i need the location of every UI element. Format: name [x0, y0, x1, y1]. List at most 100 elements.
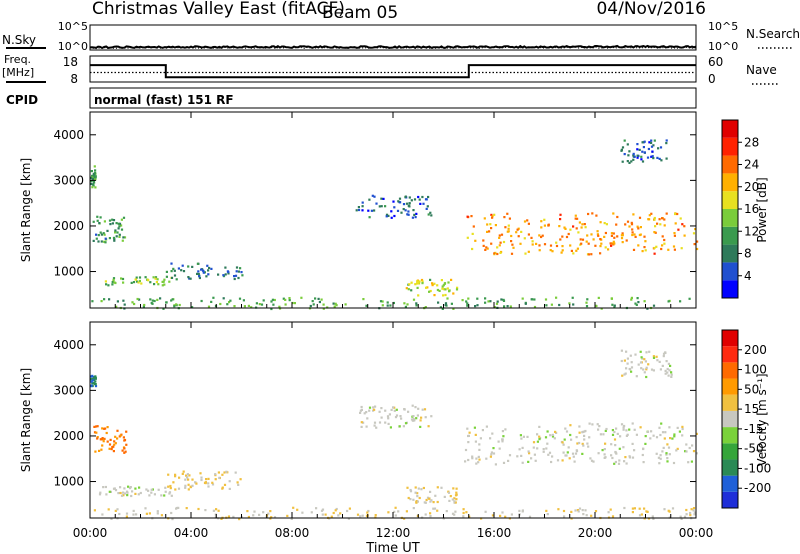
power-cell [496, 246, 499, 249]
power-cell [493, 213, 496, 216]
power-cell [393, 214, 396, 218]
velocity-cell [658, 360, 661, 363]
power-cell [370, 209, 373, 212]
velocity-cell [453, 513, 456, 516]
power-cell [144, 276, 147, 279]
power-cell [93, 181, 96, 184]
power-cell [103, 240, 106, 243]
power-cell [170, 270, 173, 273]
velocity-cell [663, 508, 666, 511]
velocity-colorbar-swatch [722, 394, 738, 411]
power-cell [581, 223, 584, 226]
power-cell [95, 237, 98, 240]
power-cell [379, 300, 383, 303]
power-cell [385, 215, 388, 218]
time-tick-label: 04:00 [174, 526, 209, 540]
velocity-colorbar-swatch [722, 410, 738, 428]
velocity-panel-frame [89, 321, 697, 519]
power-cell [461, 299, 464, 302]
power-cell [616, 235, 619, 238]
velocity-cell [292, 506, 295, 509]
velocity-cell [387, 422, 390, 425]
power-cell [418, 280, 421, 283]
power-colorbar-label: 8 [744, 247, 752, 261]
velocity-cell [400, 417, 403, 420]
velocity-cell [443, 495, 446, 498]
power-cell [229, 299, 232, 302]
velocity-cell [569, 424, 572, 427]
velocity-cell [667, 446, 671, 449]
power-cell [544, 298, 548, 301]
power-cell [284, 298, 287, 301]
power-cell [115, 235, 118, 238]
velocity-cell [207, 482, 210, 485]
power-colorbar-label: 28 [744, 135, 759, 149]
velocity-cell [366, 511, 369, 514]
power-cell [493, 306, 497, 309]
power-cell [660, 159, 663, 162]
power-cell [543, 224, 546, 227]
power-cell [103, 298, 106, 301]
power-cell [636, 148, 639, 151]
velocity-cell [519, 434, 522, 437]
velocity-cell [286, 514, 289, 517]
velocity-cell [267, 512, 270, 515]
power-cell [643, 300, 646, 303]
power-cell [104, 241, 107, 244]
velocity-cell [532, 441, 536, 444]
power-cell [441, 285, 444, 288]
velocity-cell [692, 509, 695, 512]
velocity-cell [501, 511, 504, 514]
power-cell [91, 186, 94, 189]
velocity-cell [411, 419, 414, 422]
velocity-cell [547, 453, 550, 456]
velocity-cell [388, 413, 391, 416]
power-cell [410, 281, 413, 284]
velocity-cell [409, 488, 412, 492]
velocity-cell [501, 440, 504, 443]
power-cell [322, 307, 325, 310]
velocity-cell [467, 441, 470, 444]
power-cell [447, 281, 450, 284]
velocity-cell [101, 513, 104, 516]
velocity-cell [138, 486, 141, 489]
power-cell [385, 213, 389, 216]
power-cell [151, 299, 154, 302]
velocity-cell [123, 447, 126, 450]
velocity-cell [527, 460, 530, 463]
velocity-cell [156, 510, 159, 513]
power-cell [600, 242, 603, 245]
power-cell [425, 286, 428, 289]
velocity-cell [108, 443, 112, 446]
power-cell [208, 266, 211, 270]
velocity-y-title: Slant Range [km] [19, 368, 33, 472]
power-cell [607, 248, 610, 251]
power-cell [502, 240, 506, 244]
velocity-cell [628, 367, 631, 371]
power-colorbar-label: 20 [744, 180, 759, 194]
power-cell [626, 220, 630, 223]
velocity-cell [217, 471, 220, 474]
velocity-colorbar-label: -100 [744, 461, 771, 475]
power-cell [205, 275, 208, 278]
power-cell [555, 296, 558, 299]
power-cell [162, 280, 165, 283]
velocity-cell [151, 488, 154, 491]
velocity-cell [645, 366, 648, 369]
power-cell [643, 235, 646, 238]
power-cell [402, 203, 406, 206]
power-cell [674, 222, 677, 225]
velocity-cell [449, 495, 452, 498]
velocity-cell [575, 450, 579, 453]
velocity-cell [169, 487, 172, 490]
velocity-cell [101, 437, 104, 440]
power-cell [111, 281, 114, 284]
power-cell [123, 303, 126, 306]
velocity-colorbar-swatch [722, 443, 738, 460]
velocity-cell [599, 433, 602, 436]
velocity-cell [652, 355, 655, 358]
nave-tick-top: 60 [708, 55, 723, 69]
power-cell [638, 216, 642, 219]
velocity-cell [433, 507, 437, 510]
noise-scale-top-left: 10^5 [58, 20, 88, 33]
